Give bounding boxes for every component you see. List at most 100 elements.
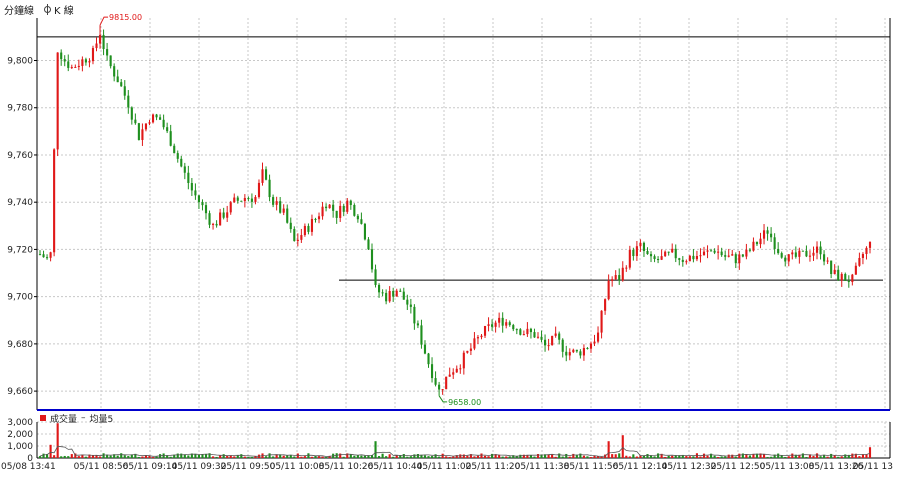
volume-bar (678, 455, 681, 458)
candle-body (558, 333, 561, 340)
volume-bar (861, 454, 864, 458)
volume-bar (547, 454, 550, 458)
candle-body (392, 290, 395, 297)
volume-bar (529, 455, 532, 458)
volume-bar (102, 453, 105, 458)
grid-lines (37, 18, 890, 458)
candle-body (307, 225, 310, 232)
candle-body (388, 290, 391, 302)
candle-body (413, 306, 416, 324)
volume-bar (688, 456, 691, 458)
candle-body (727, 255, 730, 257)
tab-minute-chart[interactable]: 分鐘線 (4, 6, 34, 17)
volume-bar (533, 456, 536, 458)
volume-bar (851, 453, 854, 458)
candle-body (293, 229, 296, 242)
volume-bar (420, 454, 423, 458)
candle-body (565, 351, 568, 356)
candle-body (621, 267, 624, 281)
high-annotation-leader (99, 16, 109, 26)
y-tick-label: 9,660 (7, 387, 33, 397)
volume-bar (84, 456, 87, 458)
volume-bar (70, 454, 73, 458)
volume-bar (773, 454, 776, 458)
volume-bar (724, 456, 727, 458)
candle-body (296, 239, 299, 242)
candle-body (395, 290, 398, 297)
volume-bar (794, 454, 797, 458)
candle-body (798, 250, 801, 257)
candle-body (98, 34, 102, 44)
volume-bar (222, 454, 225, 458)
volume-bar (180, 453, 183, 458)
candle-body (46, 257, 49, 259)
volume-bar (540, 454, 543, 458)
volume-bar (854, 453, 857, 458)
candle-body (77, 65, 80, 67)
candle-body (854, 265, 857, 275)
candle-body (254, 197, 257, 202)
x-tick-label: 05/11 08:56 (74, 462, 129, 472)
volume-bar (445, 456, 448, 458)
candle-body (586, 347, 589, 349)
volume-bar (46, 454, 49, 458)
candle-body (310, 218, 314, 232)
candle-body (190, 183, 193, 191)
volume-bar (141, 456, 144, 458)
volume-bar (438, 456, 441, 458)
volume-bar (190, 453, 193, 458)
candle-body (483, 325, 487, 336)
candle-body (194, 190, 197, 196)
tab-kline-label: K 線 (54, 6, 74, 17)
volume-bar (282, 455, 285, 458)
volume-bar (621, 435, 624, 458)
volume-bar (109, 455, 112, 458)
candle-body (635, 246, 638, 257)
candle-body (137, 123, 140, 140)
volume-bar (321, 456, 324, 458)
candle-body (784, 257, 787, 262)
volume-bar (837, 456, 840, 458)
candle-body (579, 351, 582, 356)
candle-body (780, 253, 783, 258)
x-tick-label: 05/11 09:32 (172, 462, 227, 472)
candle-body (529, 328, 532, 333)
volume-bar (328, 455, 331, 458)
candle-body (91, 48, 95, 62)
candle-body (180, 158, 183, 167)
candle-body (787, 254, 790, 262)
candle-body (851, 274, 854, 283)
candle-body (257, 182, 261, 198)
candle-body (861, 254, 864, 258)
candle-body (370, 249, 374, 270)
candle-body (487, 324, 490, 326)
candle-body (611, 279, 614, 281)
volume-bar (201, 454, 204, 458)
volume-bar (81, 454, 84, 458)
candle-body (837, 269, 840, 281)
candle-body (268, 179, 271, 198)
candle-body (505, 322, 508, 326)
candle-body (328, 204, 331, 209)
candle-body (819, 246, 822, 255)
tab-kline-chart[interactable]: K 線 (44, 2, 74, 17)
y-tick-label: 9,680 (7, 340, 33, 350)
candle-body (438, 384, 441, 390)
volume-bar (745, 454, 748, 458)
volume-bar (466, 455, 469, 458)
volume-bar (522, 454, 525, 458)
candle-body (469, 348, 472, 351)
candle-body (466, 350, 469, 353)
volume-bar (667, 455, 670, 458)
candle-body (60, 52, 63, 60)
candle-body (794, 252, 797, 257)
candle-body (671, 248, 674, 253)
candle-body (519, 329, 522, 335)
candle-body (420, 325, 423, 345)
volume-bar (434, 454, 437, 458)
volume-bar (409, 456, 412, 458)
candle-body (547, 345, 550, 347)
candle-body (346, 200, 349, 212)
volume-bar (847, 454, 850, 458)
candle-body (130, 107, 133, 120)
